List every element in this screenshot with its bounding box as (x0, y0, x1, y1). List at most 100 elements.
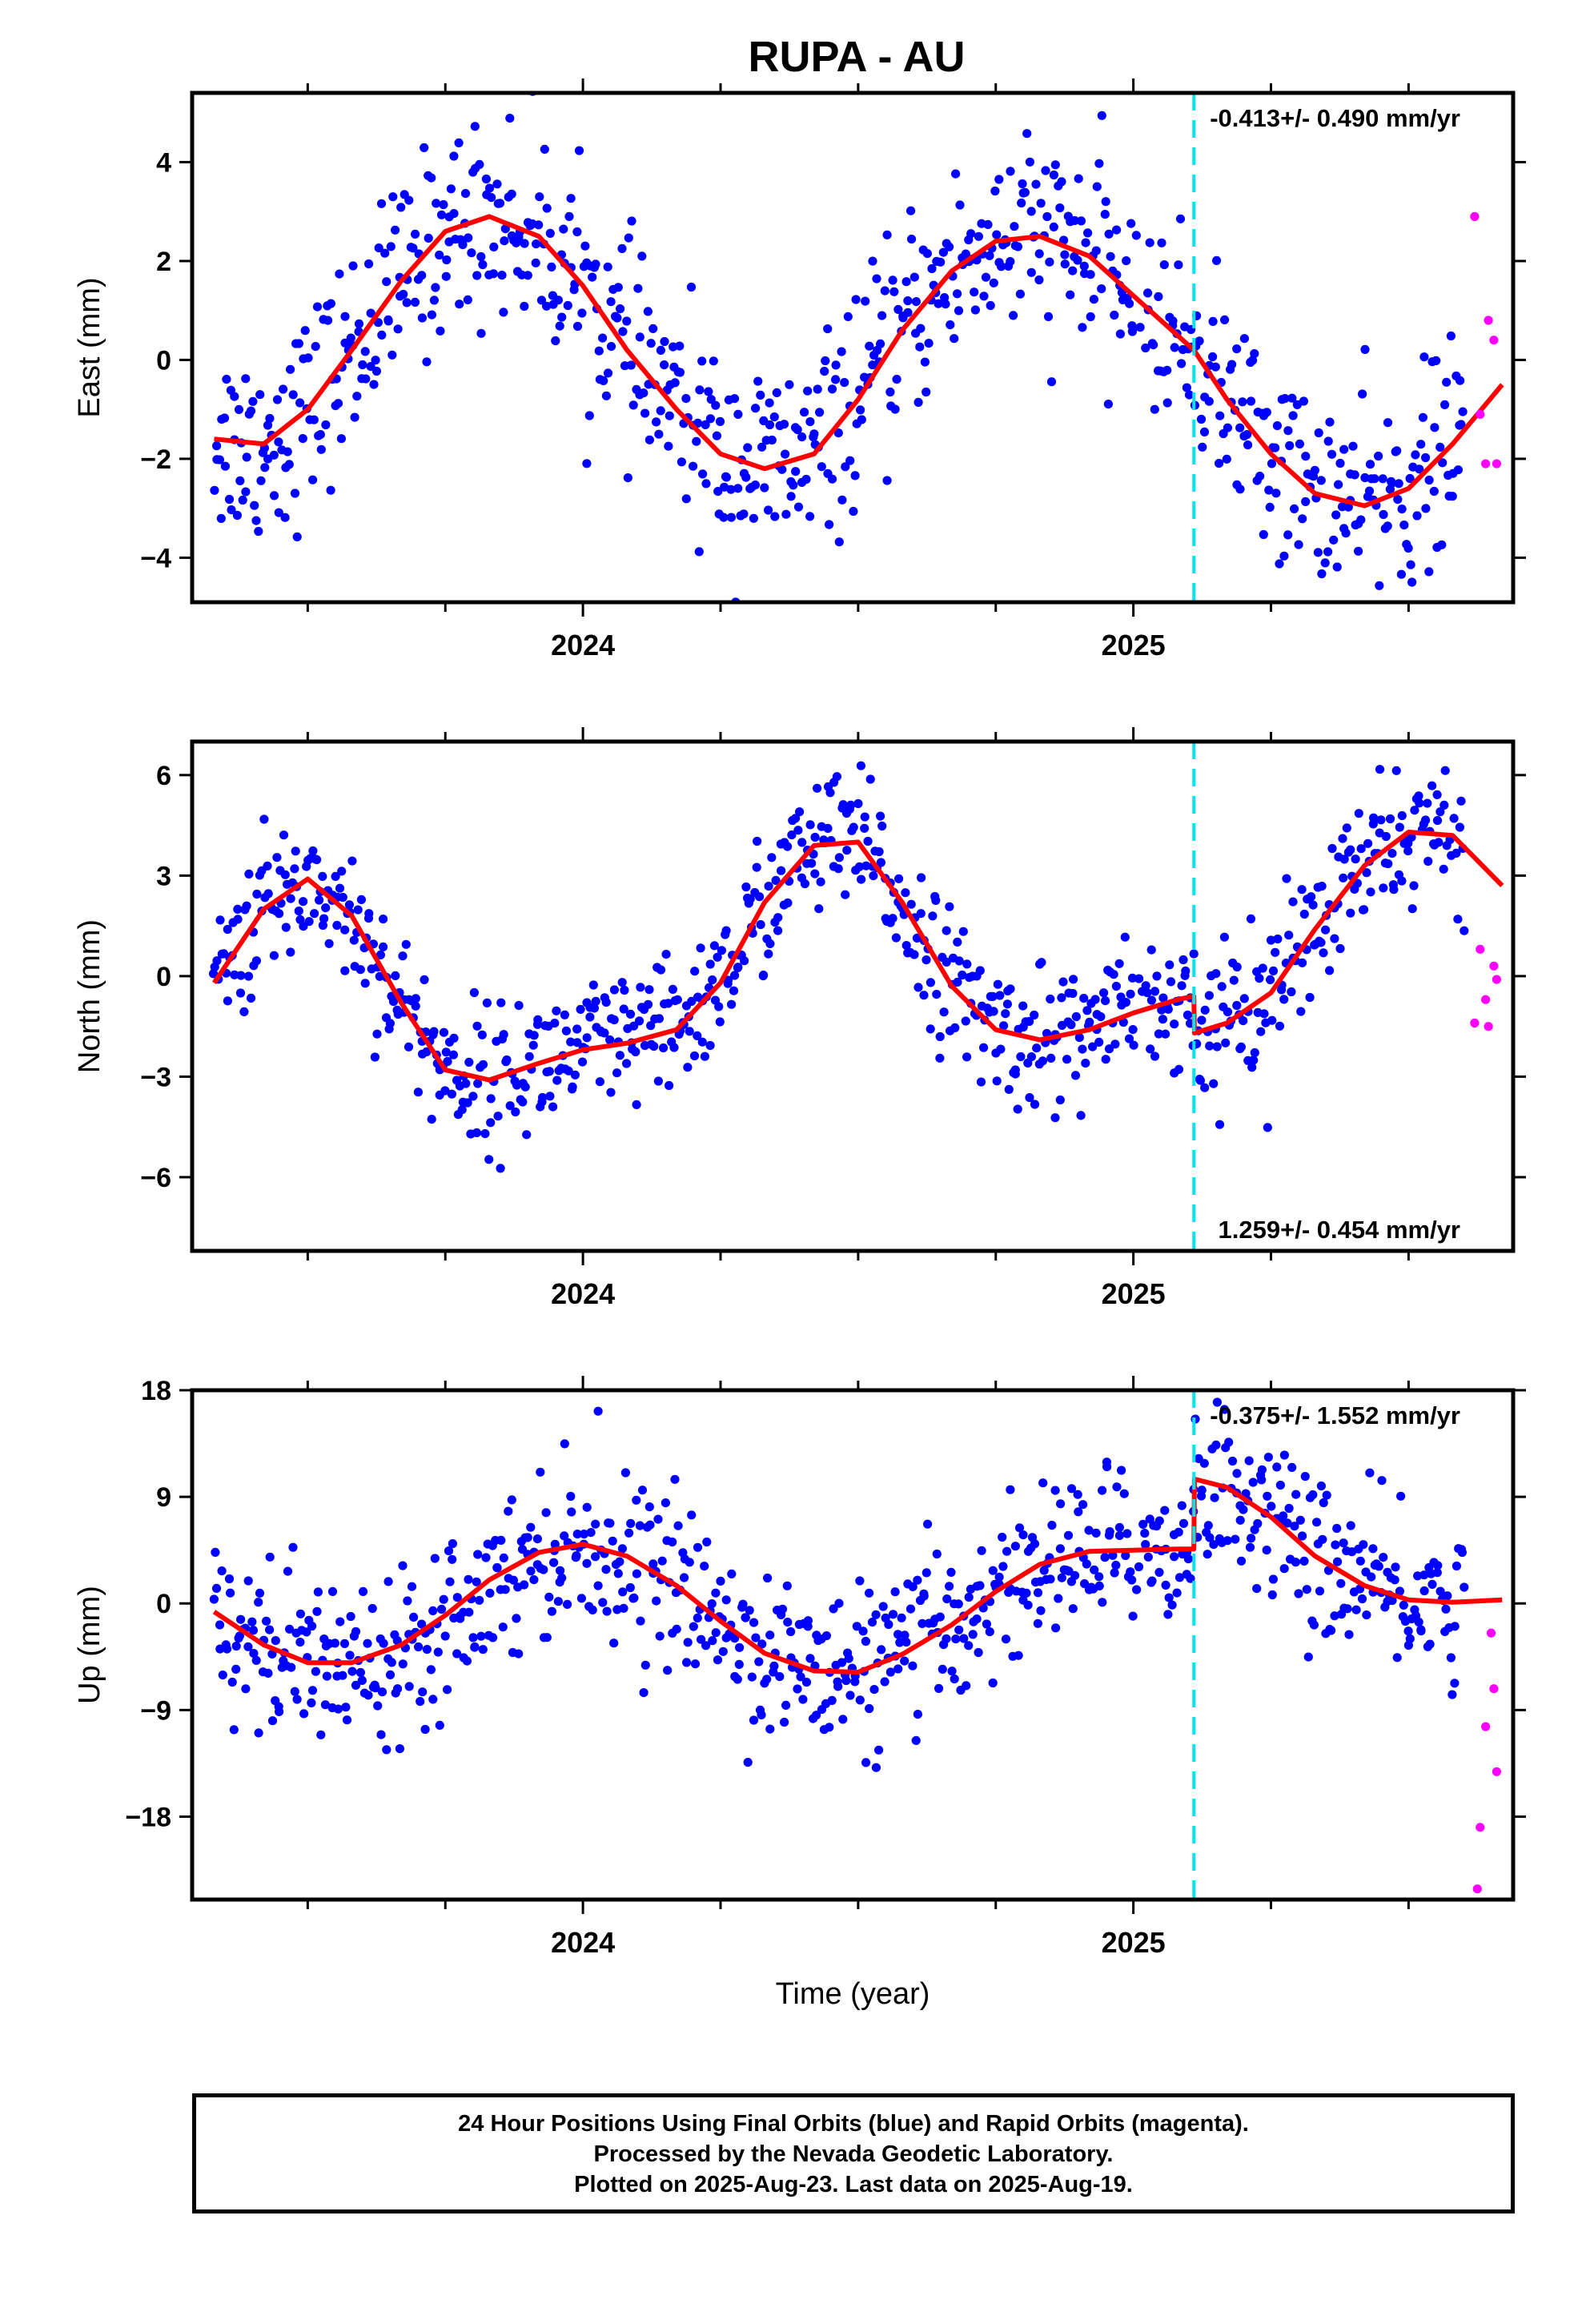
final-orbit-point (230, 392, 239, 401)
final-orbit-point (1285, 440, 1295, 451)
final-orbit-point (1447, 492, 1457, 501)
final-orbit-point (1395, 1586, 1404, 1596)
final-orbit-point (1068, 1604, 1078, 1614)
final-orbit-point (975, 1581, 985, 1590)
final-orbit-point (1062, 1055, 1072, 1064)
final-orbit-point (358, 360, 367, 370)
final-orbit-point (619, 1603, 628, 1613)
final-orbit-point (299, 897, 308, 907)
final-orbit-point (542, 301, 552, 311)
final-orbit-point (727, 1569, 737, 1578)
final-orbit-point (692, 436, 701, 446)
final-orbit-point (404, 1042, 414, 1051)
final-orbit-point (269, 951, 279, 960)
final-orbit-point (322, 1671, 331, 1681)
final-orbit-point (1166, 977, 1176, 987)
final-orbit-point (1291, 1558, 1300, 1567)
final-orbit-point (946, 1567, 956, 1577)
final-orbit-point (1002, 1546, 1012, 1556)
final-orbit-point (696, 943, 705, 953)
final-orbit-point (730, 971, 740, 980)
final-orbit-point (1279, 551, 1289, 561)
final-orbit-point (443, 1685, 452, 1695)
final-orbit-point (733, 409, 743, 419)
final-orbit-point (312, 854, 322, 865)
final-orbit-point (324, 939, 334, 948)
final-orbit-point (670, 1474, 680, 1484)
final-orbit-point (326, 485, 335, 495)
final-orbit-point (1134, 1562, 1144, 1572)
final-orbit-point (1101, 1055, 1110, 1064)
final-orbit-point (708, 1636, 717, 1646)
final-orbit-point (617, 978, 627, 987)
final-orbit-point (841, 1675, 851, 1686)
final-orbit-point (227, 505, 236, 515)
final-orbit-point (560, 1439, 569, 1449)
final-orbit-point (295, 398, 305, 408)
final-orbit-point (832, 772, 841, 782)
page-title: RUPA - AU (748, 33, 966, 81)
final-orbit-point (398, 1561, 408, 1570)
final-orbit-point (1395, 822, 1404, 832)
final-orbit-point (755, 892, 765, 902)
final-orbit-point (1290, 1522, 1299, 1531)
final-orbit-point (1321, 925, 1331, 935)
final-orbit-point (998, 1532, 1007, 1542)
final-orbit-point (352, 392, 362, 401)
final-orbit-point (964, 1592, 974, 1602)
rapid-orbit-point (1476, 944, 1485, 954)
final-orbit-point (472, 1021, 482, 1031)
final-orbit-point (833, 1682, 843, 1691)
final-orbit-point (640, 1660, 650, 1670)
final-orbit-point (369, 380, 379, 389)
final-orbit-point (845, 1691, 855, 1700)
final-orbit-point (995, 991, 1005, 1000)
final-orbit-point (1308, 900, 1318, 910)
final-orbit-point (1031, 179, 1041, 189)
final-orbit-point (665, 1080, 674, 1091)
final-orbit-point (673, 1521, 683, 1530)
final-orbit-point (733, 963, 743, 973)
final-orbit-point (845, 456, 855, 465)
final-orbit-point (312, 1606, 322, 1616)
rapid-orbit-point (1470, 211, 1480, 221)
final-orbit-point (1364, 486, 1375, 496)
final-orbit-point (753, 836, 762, 846)
x-tick-label: 2025 (1102, 1926, 1166, 1959)
final-orbit-point (475, 1595, 484, 1605)
final-orbit-point (338, 892, 347, 903)
final-orbit-point (1140, 1529, 1150, 1538)
final-orbit-point (233, 915, 243, 924)
final-orbit-point (1122, 256, 1131, 266)
final-orbit-point (265, 413, 275, 424)
final-orbit-point (212, 956, 222, 966)
final-orbit-point (751, 1633, 761, 1642)
final-orbit-point (668, 1537, 677, 1547)
final-orbit-point (861, 1758, 871, 1767)
rapid-orbit-point (1481, 459, 1491, 468)
final-orbit-point (1257, 1475, 1267, 1485)
final-orbit-point (417, 1619, 427, 1629)
final-orbit-point (1253, 1518, 1263, 1529)
final-orbit-point (241, 1684, 251, 1694)
final-orbit-point (1316, 1481, 1326, 1491)
final-orbit-point (626, 1518, 636, 1528)
final-orbit-point (241, 487, 251, 497)
final-orbit-point (689, 1051, 700, 1061)
final-orbit-point (857, 875, 866, 884)
rapid-orbit-point (1470, 1018, 1480, 1028)
final-orbit-point (1407, 904, 1417, 914)
y-tick-label: 0 (156, 345, 171, 376)
final-orbit-point (1150, 404, 1159, 414)
final-orbit-point (388, 997, 399, 1007)
final-orbit-point (336, 434, 346, 444)
final-orbit-point (1397, 876, 1407, 886)
final-orbit-point (816, 877, 825, 887)
final-orbit-point (1335, 458, 1345, 468)
final-orbit-point (342, 1715, 352, 1725)
final-orbit-point (613, 1569, 623, 1578)
final-orbit-point (1255, 974, 1264, 983)
final-orbit-point (938, 247, 948, 257)
final-orbit-point (307, 1698, 316, 1707)
final-orbit-point (919, 991, 929, 1000)
